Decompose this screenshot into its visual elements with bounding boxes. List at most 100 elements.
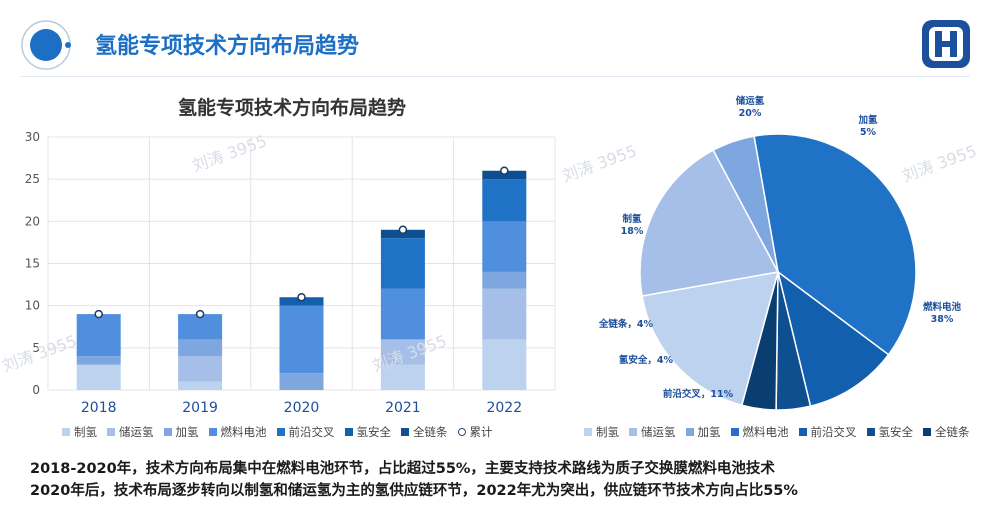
legend-label: 燃料电池 [742,425,789,439]
pie-percent-label: 18% [621,226,644,237]
x-tick-label: 2019 [182,400,218,416]
bar-segment-制氢 [380,364,425,390]
legend-marker-circle [457,428,466,436]
pie-label: 制氢 [622,213,642,225]
header: 氢能专项技术方向布局趋势 [0,0,989,80]
legend-item: 储运氢 [629,424,676,440]
legend-label: 加氢 [697,425,721,439]
legend-label: 制氢 [74,425,97,439]
legend-swatch [62,428,70,436]
pie-percent-label: 5% [860,127,877,138]
x-tick-label: 2018 [81,400,117,416]
legend-item: 制氢 [584,424,619,440]
y-tick-label: 10 [25,299,40,313]
bar-segment-制氢 [178,381,223,390]
bar-segment-储运氢 [380,339,425,365]
legend-label: 全链条 [935,425,970,439]
pie-label: 加氢 [857,114,878,126]
legend-item: 累计 [457,424,493,440]
legend-swatch [208,428,217,436]
bar-segment-燃料电池 [380,288,425,340]
bar-segment-前沿交叉 [482,179,527,222]
x-tick-label: 2021 [385,400,421,416]
bar-segment-储运氢 [482,288,527,340]
pie-slice-制氢 [641,271,780,407]
footer-notes: 2018-2020年，技术方向布局集中在燃料电池环节，占比超过55%，主要支持技… [30,458,970,502]
legend-swatch [276,428,285,436]
cumulative-point [94,309,103,319]
legend-label: 氢安全 [878,425,914,439]
pie-label: 氢安全，4% [619,354,674,366]
legend-swatch [685,428,694,436]
legend-label: 储运氢 [641,425,676,439]
legend-label: 燃料电池 [220,425,267,439]
legend-label: 储运氢 [119,425,154,439]
legend-swatch [107,428,115,436]
pie-slice-加氢 [712,135,779,273]
bar-segment-前沿交叉 [380,238,425,289]
bar-segment-加氢 [279,373,324,390]
legend-swatch [629,428,637,436]
pie-label: 全链条，4% [598,318,654,330]
pie-slice-燃料电池 [753,133,917,356]
legend-item: 储运氢 [107,424,154,440]
y-tick-label: 25 [25,172,40,186]
legend-swatch [730,428,739,436]
pie-label: 前沿交叉，11% [663,388,734,400]
pie-slice-前沿交叉 [776,270,890,408]
bar-segment-加氢 [178,339,223,357]
brand-logo-icon [922,20,970,68]
bar-segment-制氢 [482,339,527,390]
cumulative-point [297,292,306,302]
pie-percent-label: 38% [931,314,954,325]
x-tick-label: 2020 [284,400,320,416]
legend-swatch [584,428,592,436]
bar-segment-燃料电池 [279,305,324,374]
pie-label: 燃料电池 [923,301,962,313]
x-tick-label: 2022 [486,400,522,416]
stacked-bar-chart: 氢能专项技术方向布局趋势 0 5 10 15 20 25 30 2018 2019 2020 2021… [25,96,556,416]
bar-segment-燃料电池 [76,314,121,357]
bar-segment-加氢 [76,356,121,365]
orbit-logo-icon [21,20,71,70]
legend-item: 前沿交叉 [276,424,335,440]
legend-label: 累计 [469,425,493,439]
legend-swatch [923,428,931,436]
legend-item: 氢安全 [866,424,914,440]
legend-item: 燃料电池 [208,424,267,440]
legend-swatch [344,428,353,436]
legend-item: 燃料电池 [730,424,789,440]
bar-segment-燃料电池 [482,221,527,272]
legend-item: 前沿交叉 [798,424,857,440]
legend-label: 前沿交叉 [810,425,857,439]
legend-label: 全链条 [413,425,448,439]
pie-chart-legend: 制氢 储运氢 加氢 燃料电池 前沿交叉 氢安全 全链条 [584,424,980,440]
legend-item: 全链条 [401,424,448,440]
legend-swatch [798,428,807,436]
legend-item: 加氢 [685,424,721,440]
pie-label: 储运氢 [736,95,765,107]
legend-item: 加氢 [163,424,199,440]
legend-item: 全链条 [923,424,970,440]
header-divider [20,76,970,77]
footer-line-2: 2020年后，技术布局逐步转向以制氢和储运氢为主的氢供应链环节，2022年尤为突… [30,483,798,499]
legend-label: 前沿交叉 [288,425,335,439]
bar-segment-储运氢 [178,356,223,382]
cumulative-point [195,309,205,319]
legend-label: 制氢 [596,425,619,439]
pie-percent-label: 20% [739,108,762,119]
y-tick-label: 5 [32,341,40,355]
y-tick-label: 20 [25,214,40,228]
legend-item: 氢安全 [344,424,392,440]
legend-label: 氢安全 [356,425,392,439]
legend-swatch [163,428,172,436]
cumulative-point [398,225,408,235]
bar-segment-制氢 [76,364,121,390]
cumulative-point [500,166,509,175]
legend-swatch [866,428,875,436]
legend-label: 加氢 [175,425,199,439]
bar-segment-加氢 [482,271,527,289]
y-tick-label: 30 [25,130,40,144]
pie-slice-储运氢 [639,149,780,297]
